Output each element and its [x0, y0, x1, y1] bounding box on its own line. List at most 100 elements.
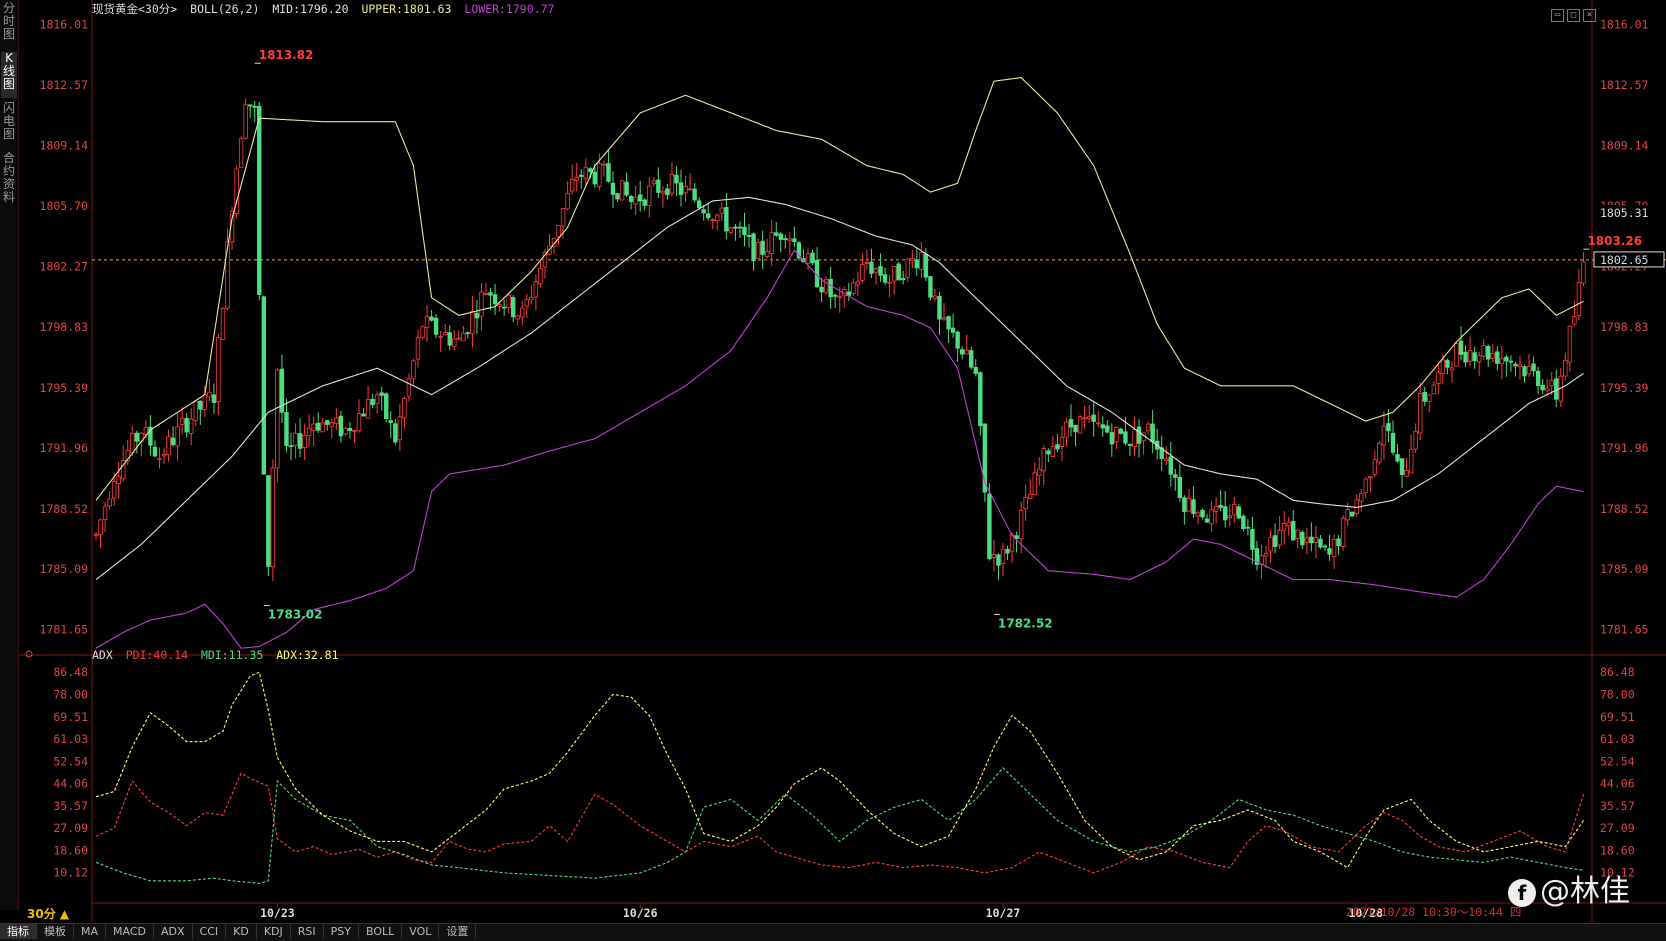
- candle-body: [792, 238, 797, 243]
- candle-body: [556, 225, 561, 238]
- tab-cci[interactable]: CCI: [193, 924, 227, 939]
- candle-body: [311, 423, 316, 431]
- close-icon[interactable]: ×: [1583, 9, 1596, 22]
- candle-body: [402, 398, 407, 419]
- candle-body: [243, 104, 248, 139]
- candle-body: [1218, 504, 1223, 508]
- candle-body: [1150, 423, 1155, 443]
- candle-body: [674, 174, 679, 184]
- candle-body: [1114, 426, 1119, 443]
- sidebar-tab-kline[interactable]: K线图: [1, 52, 17, 98]
- adx-value: ADX:32.81: [276, 648, 339, 662]
- candle-body: [1336, 538, 1341, 547]
- candle-body: [1223, 506, 1228, 521]
- candle-body: [1377, 442, 1382, 463]
- tab-indicators[interactable]: 指标: [0, 924, 37, 939]
- candle-body: [1467, 350, 1473, 362]
- candle-body: [483, 292, 489, 295]
- tab-ma[interactable]: MA: [74, 924, 107, 939]
- candle-body: [719, 207, 725, 214]
- tab-templates[interactable]: 模板: [37, 924, 74, 939]
- y-tick-label-right: 1795.39: [1600, 381, 1649, 395]
- y-tick-label-left: 1802.27: [40, 260, 89, 274]
- candle-body: [1105, 425, 1110, 433]
- y-tick-label-right: 1781.65: [1600, 623, 1648, 637]
- adx-series-pdi: [95, 772, 1585, 874]
- candle-body: [1318, 538, 1323, 548]
- tab-macd[interactable]: MACD: [106, 924, 154, 939]
- candle-body: [964, 349, 969, 355]
- cursor-datetime: 2021/10/28 10:30～10:44 四: [1346, 905, 1522, 919]
- instrument-title[interactable]: 现货黄金<30分>: [92, 2, 178, 16]
- candle-body: [1227, 515, 1232, 518]
- candle-body: [810, 252, 815, 264]
- candle-body: [683, 186, 688, 194]
- candle-body: [1159, 447, 1164, 460]
- candle-body: [1427, 394, 1432, 402]
- period-selector[interactable]: 30分 ▲: [27, 907, 70, 921]
- candle-body: [329, 422, 335, 427]
- candle-body: [1381, 425, 1387, 446]
- adx-y-tick-label-right: 52.54: [1600, 754, 1635, 768]
- candle-body: [1286, 522, 1291, 527]
- candle-body: [456, 337, 461, 340]
- sidebar-tab-contract-info[interactable]: 合约资料: [2, 151, 15, 204]
- maximize-icon[interactable]: □: [1567, 9, 1580, 22]
- tab-kd[interactable]: KD: [226, 924, 257, 939]
- candle-body: [538, 268, 543, 285]
- tab-boll[interactable]: BOLL: [359, 924, 403, 939]
- candle-body: [225, 241, 230, 309]
- candle-body: [1304, 537, 1310, 543]
- adx-indicator-name[interactable]: ADX: [92, 648, 113, 662]
- candle-body: [157, 457, 162, 460]
- tab-adx[interactable]: ADX: [154, 924, 193, 939]
- candle-body: [452, 338, 457, 348]
- candle-body: [1195, 512, 1201, 517]
- candle-body: [742, 226, 747, 236]
- candle-body: [1164, 458, 1169, 461]
- candle-body: [542, 251, 548, 268]
- sidebar-tab-timeshare[interactable]: 分时图: [2, 1, 15, 41]
- restore-icon[interactable]: ▭: [1551, 9, 1564, 22]
- tab-vol[interactable]: VOL: [402, 924, 440, 939]
- annotation-label: 1782.52: [998, 616, 1053, 630]
- candle-body: [1322, 545, 1328, 548]
- tab-psy[interactable]: PSY: [324, 924, 359, 939]
- candle-body: [98, 519, 103, 535]
- candle-body: [1005, 549, 1010, 554]
- candle-body: [1544, 387, 1550, 392]
- candle-body: [116, 476, 121, 484]
- candle-body: [1535, 370, 1541, 387]
- candle-body: [111, 481, 117, 499]
- tab-kdj[interactable]: KDJ: [257, 924, 291, 939]
- indicator-name[interactable]: BOLL(26,2): [190, 2, 260, 16]
- boll-upper-line: [95, 77, 1584, 501]
- candle-body: [1073, 424, 1078, 433]
- tab-rsi[interactable]: RSI: [291, 924, 324, 939]
- candle-body: [1567, 326, 1573, 363]
- candle-body: [474, 312, 480, 319]
- candle-body: [1200, 509, 1205, 518]
- tab-settings[interactable]: 设置: [439, 924, 477, 939]
- candle-body: [774, 232, 779, 236]
- candle-body: [937, 295, 942, 320]
- candle-body: [1413, 430, 1418, 450]
- candle-body: [297, 433, 303, 449]
- main-chart-header: 现货黄金<30分> BOLL(26,2) MID:1796.20 UPPER:1…: [92, 1, 560, 17]
- candle-body: [796, 242, 802, 259]
- candle-body: [991, 554, 997, 558]
- candle-body: [189, 418, 194, 434]
- candle-body: [520, 307, 525, 318]
- candle-body: [161, 454, 167, 457]
- candle-body: [184, 417, 189, 433]
- candle-body: [424, 316, 430, 328]
- right-price-label: 1805.31: [1600, 206, 1649, 220]
- candle-body: [1481, 345, 1486, 357]
- candle-body: [1259, 555, 1264, 565]
- candle-body: [1476, 355, 1482, 363]
- candle-body: [996, 554, 1001, 566]
- candle-body: [864, 262, 870, 264]
- candle-body: [107, 498, 112, 507]
- sidebar-tab-flash[interactable]: 闪电图: [2, 101, 15, 141]
